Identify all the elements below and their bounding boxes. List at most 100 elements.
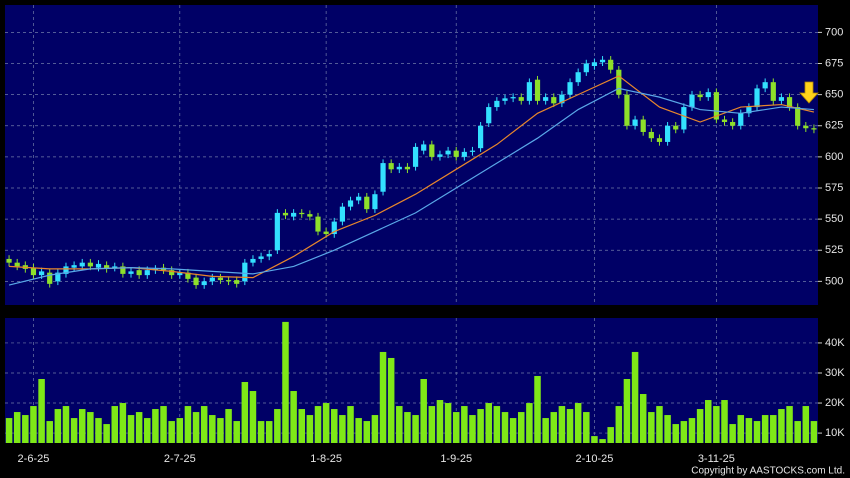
candle-body xyxy=(543,97,549,101)
volume-bar xyxy=(347,406,354,443)
x-tick-label: 2-10-25 xyxy=(575,453,613,465)
volume-bar xyxy=(501,412,509,443)
volume-bar xyxy=(639,394,647,443)
volume-bar xyxy=(696,409,704,443)
volume-bar xyxy=(54,409,62,443)
volume-bar xyxy=(753,421,761,443)
candle-body xyxy=(185,272,191,279)
candle-body xyxy=(38,271,45,276)
volume-bar xyxy=(314,406,322,443)
volume-bar xyxy=(119,403,127,443)
candle-body xyxy=(63,266,69,274)
candle-body xyxy=(721,119,728,123)
candle-body xyxy=(510,97,516,99)
candle-body xyxy=(502,98,508,101)
volume-bar xyxy=(704,400,712,443)
volume-bar xyxy=(62,406,70,443)
volume-bar xyxy=(200,406,208,443)
volume-bar xyxy=(404,412,411,443)
candle-body xyxy=(250,258,256,263)
candle-body xyxy=(14,262,20,267)
candle-body xyxy=(616,69,622,95)
volume-bar xyxy=(680,421,688,443)
volume-bar xyxy=(241,382,249,443)
volume-bar xyxy=(176,418,184,443)
volume-bar xyxy=(22,415,29,443)
volume-bar xyxy=(184,406,192,443)
y-tick-label: 20K xyxy=(825,397,845,409)
candle-body xyxy=(144,270,150,276)
volume-bar xyxy=(379,351,387,443)
candle-body xyxy=(136,270,142,276)
volume-bar xyxy=(168,421,175,443)
candle-body xyxy=(315,216,321,232)
candle-body xyxy=(770,82,776,101)
y-tick-label: 10K xyxy=(825,427,845,439)
candle-body xyxy=(177,272,183,276)
volume-bar xyxy=(794,421,801,443)
candle-body xyxy=(71,265,77,268)
volume-bar xyxy=(290,391,297,443)
volume-bar xyxy=(761,415,769,443)
candle-body xyxy=(209,277,215,282)
volume-bar xyxy=(436,400,444,443)
candle-body xyxy=(624,94,630,126)
candle-body xyxy=(518,97,524,101)
candle-body xyxy=(6,258,12,263)
volume-bar xyxy=(574,403,582,443)
y-tick-label: 675 xyxy=(825,57,843,69)
volume-bar xyxy=(396,406,403,443)
candle-body xyxy=(632,119,638,126)
volume-bar xyxy=(810,421,818,443)
volume-bar xyxy=(656,406,663,443)
volume-bar xyxy=(13,412,21,443)
volume-bar xyxy=(160,406,167,443)
candle-body xyxy=(754,88,760,108)
volume-bar xyxy=(534,375,541,443)
candle-body xyxy=(648,131,654,139)
volume-bar xyxy=(485,403,492,443)
candle-body xyxy=(608,59,614,70)
candle-body xyxy=(87,262,93,267)
volume-bar xyxy=(469,415,476,443)
volume-bar xyxy=(599,439,606,443)
volume-bar xyxy=(631,351,639,443)
volume-bar xyxy=(209,415,216,443)
candle-body xyxy=(689,94,695,108)
candle-body xyxy=(583,63,589,73)
candle-body xyxy=(469,150,476,152)
volume-bar xyxy=(713,406,720,443)
candle-body xyxy=(575,72,581,83)
volume-bar xyxy=(420,378,427,443)
candle-body xyxy=(697,94,703,98)
candle-body xyxy=(234,280,240,284)
candle-body xyxy=(291,212,297,217)
volume-bar xyxy=(583,412,590,443)
volume-bar xyxy=(322,403,330,443)
candle-body xyxy=(786,97,793,108)
candle-body xyxy=(445,150,451,155)
candle-body xyxy=(79,262,85,267)
x-tick-label: 1-8-25 xyxy=(310,453,342,465)
candle-body xyxy=(339,206,345,222)
candle-body xyxy=(47,272,53,284)
candle-body xyxy=(193,277,199,286)
volume-bar xyxy=(355,418,362,443)
candle-body xyxy=(282,212,289,216)
candle-body xyxy=(494,100,500,108)
candle-body xyxy=(486,107,492,124)
volume-bar xyxy=(371,415,379,443)
volume-bar xyxy=(688,418,696,443)
volume-bar xyxy=(95,418,102,443)
volume-bar xyxy=(135,412,143,443)
candle-body xyxy=(299,212,305,215)
copyright: Copyright by AASTOCKS.com Ltd. xyxy=(691,466,845,477)
price-panel xyxy=(5,5,818,305)
volume-bar xyxy=(265,421,273,443)
candle-body xyxy=(396,166,402,170)
y-tick-label: 650 xyxy=(825,89,843,101)
volume-bar xyxy=(729,424,736,443)
candle-body xyxy=(274,212,280,251)
candle-body xyxy=(795,107,801,126)
y-tick-label: 600 xyxy=(825,151,843,163)
